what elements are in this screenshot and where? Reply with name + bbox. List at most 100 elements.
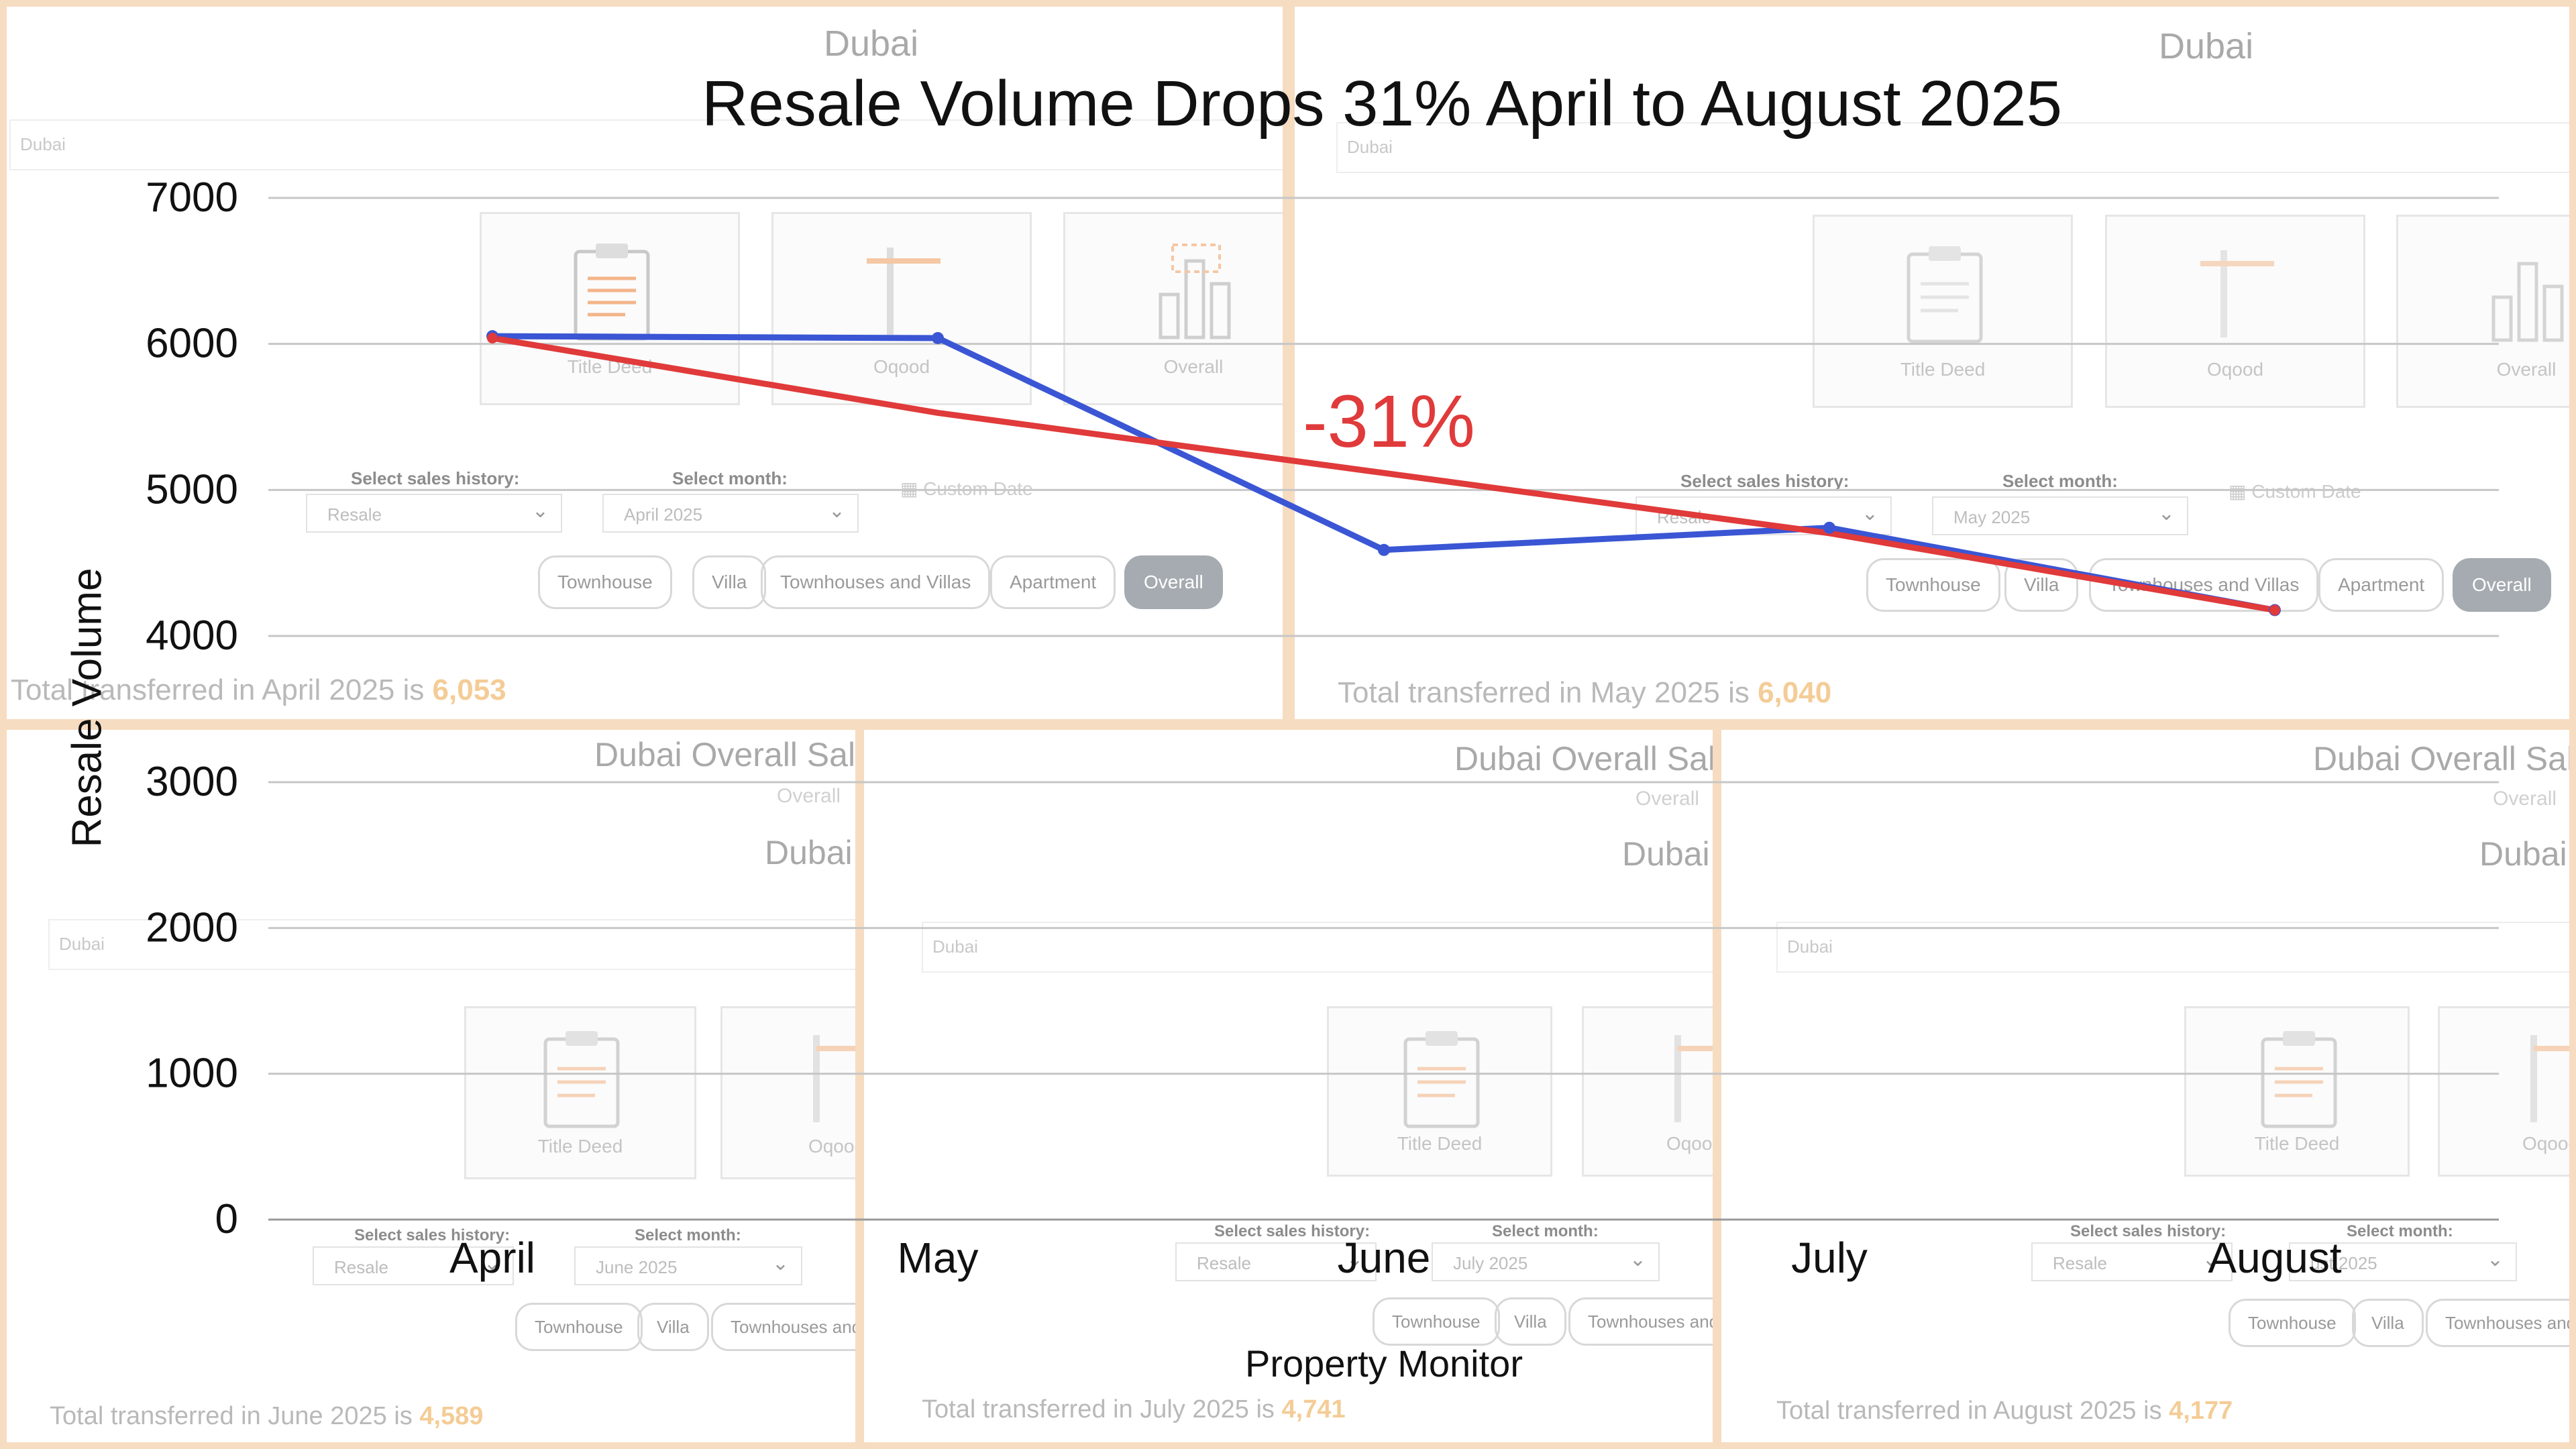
- pill-townhouses-villas[interactable]: Townhouses and Villas: [761, 555, 991, 609]
- total-value: 6,053: [432, 674, 506, 706]
- pill-overall[interactable]: Overall: [1124, 555, 1223, 609]
- panel-may: Dubai Dubai Title Deed Oqood Overall Sel…: [1288, 0, 2576, 726]
- pill-townhouse[interactable]: Townhouse: [1866, 558, 2000, 612]
- card-oqood[interactable]: Oqood: [771, 212, 1032, 405]
- pill-villa[interactable]: Villa: [2004, 558, 2079, 612]
- sales-history-select[interactable]: Resale: [313, 1246, 514, 1285]
- card-label: Title Deed: [1900, 359, 1986, 380]
- card-label: Title Deed: [2254, 1133, 2340, 1154]
- panel-subheader: Overall: [777, 785, 841, 807]
- search-input[interactable]: Dubai: [1336, 122, 2569, 173]
- card-label: Title Deed: [1397, 1133, 1483, 1154]
- pill-villa[interactable]: Villa: [692, 555, 767, 609]
- month-select[interactable]: June 2025: [574, 1246, 802, 1285]
- pill-villa[interactable]: Villa: [637, 1303, 709, 1351]
- panel-header: Dubai Overall Sal: [594, 736, 856, 773]
- card-oqood[interactable]: Oqood: [1582, 1006, 1713, 1177]
- y-tick-label: 4000: [146, 612, 238, 659]
- panel-header: Dubai Overall Sale: [2313, 740, 2576, 777]
- crane-icon: [813, 1035, 855, 1122]
- card-overall[interactable]: Overall: [1063, 212, 1283, 405]
- card-title-deed[interactable]: Title Deed: [2184, 1006, 2410, 1177]
- pill-villa[interactable]: Villa: [2352, 1299, 2424, 1347]
- card-title-deed[interactable]: Title Deed: [1813, 215, 2073, 408]
- pill-townhouse[interactable]: Townhouse: [2229, 1299, 2356, 1347]
- pill-townhouses-villas[interactable]: Townhouses and Villas: [2089, 558, 2319, 612]
- month-select[interactable]: July 2025: [1432, 1242, 1660, 1281]
- pill-townhouse[interactable]: Townhouse: [1373, 1297, 1500, 1346]
- x-tick-label: August: [2208, 1234, 2341, 1282]
- x-tick-labels: April May June July August: [449, 1234, 2342, 1282]
- pill-overall[interactable]: Overall: [2453, 558, 2551, 612]
- bar-chart-icon: [2491, 262, 2564, 342]
- pill-townhouse[interactable]: Townhouse: [515, 1303, 643, 1351]
- search-input[interactable]: Dubai: [922, 922, 1713, 973]
- total-value: 4,589: [419, 1402, 484, 1430]
- card-title-deed[interactable]: Title Deed: [1327, 1006, 1552, 1177]
- custom-date-label: Custom Date: [2251, 481, 2361, 502]
- clipboard-icon: [1907, 246, 1983, 343]
- card-label: Oqood: [808, 1136, 862, 1157]
- card-oqood[interactable]: Oqood: [720, 1006, 862, 1179]
- total-transferred: Total transferred in June 2025 is 4,589: [50, 1402, 483, 1431]
- month-label: Select month:: [1492, 1222, 1599, 1240]
- pill-townhouses-villas[interactable]: Townhouses and Vil: [2426, 1299, 2569, 1347]
- crane-icon: [2200, 250, 2274, 337]
- pill-townhouses-villas[interactable]: Townhouses and Vi: [1568, 1297, 1713, 1346]
- panel-april: Dubai Dubai Title Deed Oqood Overall Sel…: [0, 0, 1289, 726]
- sales-history-select[interactable]: Resale: [1175, 1242, 1377, 1281]
- crane-icon: [1674, 1035, 1713, 1122]
- y-tick-label: 1000: [146, 1051, 238, 1097]
- calendar-icon: ▦: [900, 478, 924, 499]
- panel-july: Dubai Overall Sal Overall Dubai Dubai Ti…: [857, 723, 1719, 1449]
- panel-city-title: Dubai: [824, 23, 919, 64]
- y-tick-label: 5000: [146, 466, 238, 513]
- calendar-icon: ▦: [2229, 481, 2252, 502]
- pill-apartment[interactable]: Apartment: [990, 555, 1116, 609]
- pill-villa[interactable]: Villa: [1495, 1297, 1566, 1346]
- search-input[interactable]: Dubai: [9, 119, 1283, 170]
- card-title-deed[interactable]: Title Deed: [480, 212, 740, 405]
- total-prefix: Total transferred in June 2025 is: [50, 1402, 420, 1430]
- total-transferred: Total transferred in May 2025 is 6,040: [1338, 676, 1831, 710]
- x-tick-label: April: [449, 1234, 535, 1282]
- custom-date-link[interactable]: ▦ Custom Date: [900, 478, 1033, 500]
- upper-gridlines: [268, 197, 2499, 637]
- sales-history-label: Select sales history:: [351, 468, 520, 488]
- total-prefix: Total transferred in August 2025 is: [1776, 1397, 2169, 1425]
- data-point: [932, 331, 944, 344]
- y-tick-label: 6000: [146, 321, 238, 367]
- panel-subheader: Overall: [2493, 788, 2557, 810]
- pill-apartment[interactable]: Apartment: [2318, 558, 2445, 612]
- clipboard-icon: [2261, 1031, 2337, 1128]
- panel-subheader: Overall: [1635, 788, 1700, 810]
- total-prefix: Total transferred in May 2025 is: [1338, 676, 1758, 709]
- panel-june: Dubai Overall Sal Overall Dubai Dubai Ti…: [0, 723, 862, 1449]
- month-select[interactable]: ust 2025: [2289, 1242, 2517, 1281]
- custom-date-link[interactable]: ▦ Custom Date: [2229, 480, 2361, 502]
- y-tick-label: 2000: [146, 904, 238, 951]
- pill-townhouse[interactable]: Townhouse: [538, 555, 672, 609]
- x-axis-title: Property Monitor: [1245, 1342, 1523, 1385]
- month-select[interactable]: May 2025: [1932, 496, 2188, 535]
- card-oqood[interactable]: Oqood: [2105, 215, 2365, 408]
- total-prefix: Total transferred in April 2025 is: [11, 674, 433, 706]
- search-input[interactable]: Dubai: [1776, 922, 2569, 973]
- panel-city-title: Dubai: [1622, 835, 1710, 873]
- chart-title: Resale Volume Drops 31% April to August …: [702, 68, 2062, 140]
- sales-history-select[interactable]: Resale: [306, 494, 562, 533]
- sales-history-label: Select sales history:: [1214, 1222, 1371, 1240]
- month-select[interactable]: April 2025: [602, 494, 859, 533]
- trend-point: [2269, 604, 2280, 616]
- total-value: 4,177: [2169, 1397, 2233, 1425]
- month-label: Select month:: [2002, 471, 2118, 491]
- bar-chart-icon: [1159, 244, 1231, 339]
- card-title-deed[interactable]: Title Deed: [464, 1006, 696, 1179]
- sales-history-select[interactable]: Resale: [2031, 1242, 2233, 1281]
- card-overall[interactable]: Overall: [2396, 215, 2569, 408]
- search-input[interactable]: Dubai: [48, 919, 855, 970]
- lower-tick-labels: 0 1000 2000 3000: [146, 759, 238, 1242]
- card-oqood[interactable]: Oqood: [2438, 1006, 2569, 1177]
- pill-townhouses-villas[interactable]: Townhouses and V: [711, 1303, 855, 1351]
- y-tick-label: 3000: [146, 759, 238, 805]
